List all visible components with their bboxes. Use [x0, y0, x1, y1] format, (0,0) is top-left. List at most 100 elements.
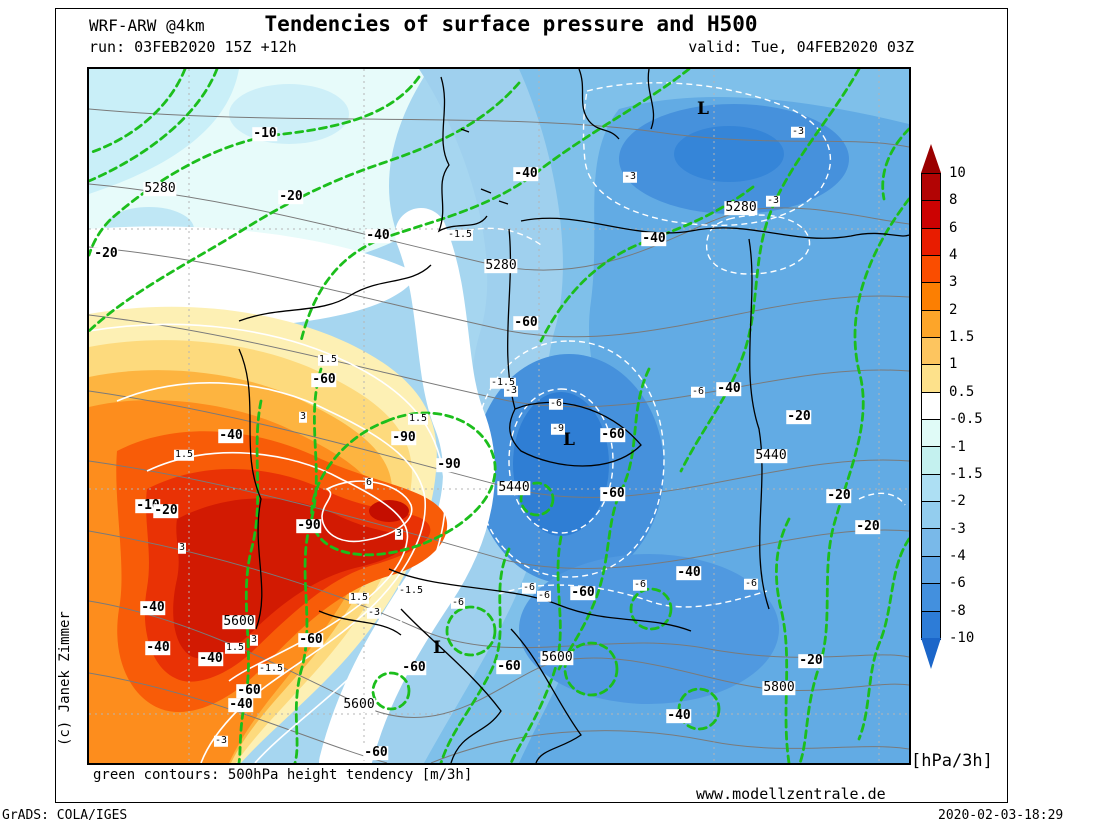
copyright-credit: (c) Janek Zimmer	[57, 611, 73, 746]
colorbar: 10 8 6 4 3 2 1.5 1 0.5 -0.5 -1 -1.5 -2 -3 -4 -6 -8 -10	[921, 144, 1041, 684]
colorbar-tick-label: -1.5	[949, 465, 983, 482]
height-tendency-contour-label: -40	[198, 651, 224, 667]
low-center-marker: L	[433, 638, 445, 659]
pressure-tendency-contour-label: -3	[622, 170, 638, 183]
pressure-tendency-contour-label: 1.5	[224, 641, 246, 654]
colorbar-unit-label: [hPa/3h]	[911, 751, 993, 771]
pressure-tendency-contour-label: -3	[790, 125, 806, 138]
colorbar-segments	[921, 173, 941, 640]
low-center-marker: L	[563, 430, 575, 451]
h500-contour-label: 5280	[143, 181, 177, 197]
colorbar-segment	[922, 392, 940, 421]
colorbar-segment	[922, 310, 940, 339]
figure-box: WRF-ARW @4km run: 03FEB2020 15Z +12h Ten…	[55, 8, 1008, 803]
h500-contour-label: 5440	[497, 480, 531, 496]
colorbar-segment	[922, 502, 940, 530]
colorbar-tick-label: 0.5	[949, 383, 975, 400]
pressure-tendency-contour-label: -3	[503, 384, 519, 397]
height-tendency-contour-label: -40	[140, 600, 166, 616]
pressure-tendency-contour-label: 3	[298, 410, 308, 423]
colorbar-tick-label: 4	[949, 247, 958, 264]
height-tendency-contour-label: -60	[513, 315, 539, 331]
height-tendency-contour-label: -40	[218, 428, 244, 444]
colorbar-arrow-down	[921, 638, 941, 669]
colorbar-segment	[922, 201, 940, 229]
height-tendency-contour-label: -60	[570, 585, 596, 601]
height-tendency-contour-label: -40	[145, 640, 171, 656]
h500-contours	[89, 108, 909, 763]
pressure-tendency-contour-label: -3	[213, 734, 229, 747]
height-tendency-contour-label: -40	[365, 228, 391, 244]
colorbar-tick-label: 10	[949, 165, 966, 181]
h500-contour-label: 5280	[724, 200, 758, 216]
colorbar-segment	[922, 283, 940, 311]
h500-contour-label: 5800	[762, 680, 796, 696]
height-tendency-contour-label: -40	[228, 697, 254, 713]
pressure-tendency-contour-label: 1.5	[407, 412, 429, 425]
colorbar-tick-label: 3	[949, 274, 958, 291]
colorbar-segment	[922, 420, 940, 448]
pressure-tendency-contour-label: -6	[743, 577, 759, 590]
pressure-tendency-contour-label: -1.5	[489, 376, 517, 389]
colorbar-tick-label: -4	[949, 547, 966, 564]
colorbar-tick-label: -3	[949, 520, 966, 537]
pressure-tendency-contour-label: 3	[394, 527, 404, 540]
colorbar-segment	[922, 365, 940, 393]
height-tendency-contour-label: -40	[716, 381, 742, 397]
colorbar-segment	[922, 584, 940, 612]
pressure-tendency-contour-label: -1.5	[257, 662, 285, 675]
pressure-tendency-contour-label: 3	[249, 633, 259, 646]
height-tendency-contour-label: -20	[786, 409, 812, 425]
chart-title: Tendencies of surface pressure and H500	[264, 12, 758, 36]
colorbar-segment	[922, 228, 940, 257]
colorbar-segment	[922, 174, 940, 202]
h500-contour-label: 5600	[222, 614, 256, 630]
grads-credit: GrADS: COLA/IGES	[2, 808, 128, 823]
pressure-tendency-contour-label: -6	[521, 581, 537, 594]
colorbar-segment	[922, 529, 940, 557]
colorbar-tick-label: 8	[949, 192, 958, 209]
valid-time-label: valid: Tue, 04FEB2020 03Z	[688, 38, 914, 56]
colorbar-segment	[922, 447, 940, 475]
height-tendency-contour-label: -60	[236, 683, 262, 699]
colorbar-tick-label: 1	[949, 356, 958, 373]
pressure-tendency-contour-label: -3	[765, 194, 781, 207]
height-tendency-contour-label: -20	[798, 653, 824, 669]
height-tendency-contour-label: -90	[391, 430, 417, 446]
colorbar-segment	[922, 474, 940, 503]
colorbar-tick-label: -10	[949, 629, 975, 646]
pressure-tendency-contour-label: 1.5	[348, 591, 370, 604]
weather-map: -10 -20 -20 -40 -40 -40 -60 -60 -40 -90 -90 -10 -20-…	[87, 67, 911, 765]
colorbar-tick-label: -1	[949, 438, 966, 455]
colorbar-segment	[922, 338, 940, 366]
height-tendency-contour-label: -60	[401, 660, 427, 676]
height-tendency-contour-label: -60	[496, 659, 522, 675]
height-tendency-contour-label: -40	[676, 565, 702, 581]
pressure-tendency-contour-label: -3	[366, 606, 382, 619]
h500-contour-label: 5600	[342, 697, 376, 713]
height-tendency-contour-label: -60	[311, 372, 337, 388]
green-contours-caption: green contours: 500hPa height tendency […	[93, 767, 473, 783]
height-tendency-contour-label: -20	[93, 246, 119, 262]
pressure-tendency-contour-label: -1.5	[397, 584, 425, 597]
height-tendency-contour-label: -90	[436, 457, 462, 473]
model-name: WRF-ARW @4km	[89, 16, 205, 35]
height-tendency-contour-label: -60	[298, 632, 324, 648]
pressure-tendency-contour-label: -6	[690, 385, 706, 398]
pressure-tendency-contour-label: 1.5	[173, 448, 195, 461]
pressure-tendency-contour-label: 6	[364, 476, 374, 489]
height-tendency-contour-label: -60	[363, 745, 389, 761]
height-tendency-contour-label: -60	[600, 427, 626, 443]
map-label-layer: -10 -20 -20 -40 -40 -40 -60 -60 -40 -90 -90 -10 -20-…	[89, 69, 909, 763]
colorbar-tick-label: -2	[949, 493, 966, 510]
website-label: www.modellzentrale.de	[696, 785, 886, 803]
generation-datetime: 2020-02-03-18:29	[938, 808, 1064, 823]
height-tendency-contour-label: -40	[666, 708, 692, 724]
map-graphic	[89, 69, 909, 763]
height-tendency-contour-label: -10	[252, 126, 278, 142]
height-tendency-contour-label: -20	[855, 519, 881, 535]
colorbar-segment	[922, 556, 940, 585]
colorbar-tick-label: 1.5	[949, 329, 975, 346]
pressure-tendency-contour-label: -1.5	[446, 228, 474, 241]
colorbar-tick-label: 6	[949, 219, 958, 236]
